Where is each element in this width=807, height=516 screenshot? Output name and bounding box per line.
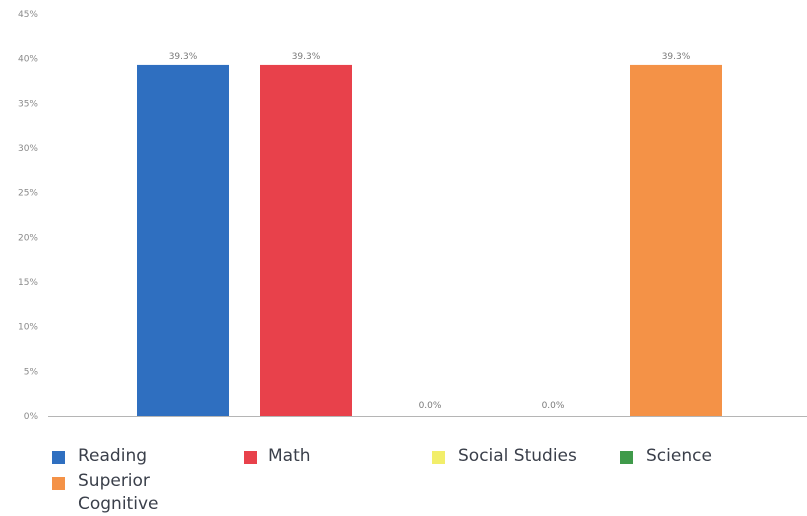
legend-swatch-social-studies — [432, 451, 445, 464]
data-label-superior-cognitive: 39.3% — [662, 52, 691, 62]
y-tick-label: 30% — [18, 144, 38, 154]
y-tick-label: 35% — [18, 99, 38, 109]
legend-label-superior-cognitive: Superior Cognitive — [78, 471, 158, 514]
y-tick-label: 0% — [24, 412, 39, 422]
legend-swatch-science — [620, 451, 633, 464]
bar-reading — [137, 64, 229, 417]
y-tick-label: 15% — [18, 278, 38, 288]
bars — [137, 64, 722, 417]
y-tick-label: 10% — [18, 323, 38, 333]
data-label-math: 39.3% — [292, 52, 321, 62]
data-label-reading: 39.3% — [169, 52, 198, 62]
data-labels: 39.3% 39.3% 0.0% 0.0% 39.3% — [169, 52, 691, 411]
legend-label-science: Science — [646, 446, 712, 466]
legend: Reading Math Social Studies Science Superior… — [52, 446, 712, 514]
y-tick-label: 25% — [18, 189, 38, 199]
legend-swatch-superior-cognitive — [52, 477, 65, 490]
legend-label-reading: Reading — [78, 446, 147, 466]
data-label-social-studies: 0.0% — [419, 401, 442, 411]
legend-swatch-reading — [52, 451, 65, 464]
legend-label-math: Math — [268, 446, 311, 466]
bar-math — [260, 64, 352, 417]
y-tick-label: 45% — [18, 10, 38, 20]
y-axis: 0% 5% 10% 15% 20% 25% 30% 35% 40% 45% — [18, 10, 38, 422]
y-tick-label: 40% — [18, 55, 38, 65]
y-tick-label: 20% — [18, 233, 38, 243]
y-tick-label: 5% — [24, 367, 39, 377]
legend-swatch-math — [244, 451, 257, 464]
data-label-science: 0.0% — [542, 401, 565, 411]
legend-label-social-studies: Social Studies — [458, 446, 577, 466]
bar-superior-cognitive — [630, 64, 722, 417]
